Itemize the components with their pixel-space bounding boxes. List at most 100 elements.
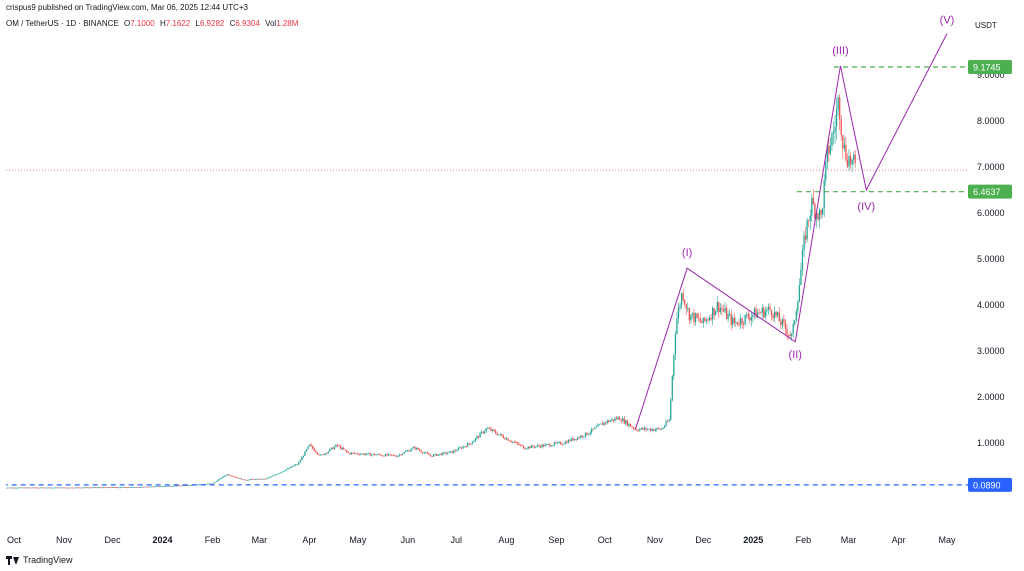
candle-body — [219, 478, 221, 480]
candle-body — [803, 235, 805, 251]
candle-body — [78, 487, 80, 489]
candle-body — [147, 486, 150, 488]
candle-body — [679, 305, 681, 308]
candle-body — [327, 451, 329, 454]
candle-body — [64, 487, 66, 489]
x-tick-label: Dec — [695, 535, 712, 545]
candle-body — [552, 445, 554, 446]
x-tick-label: Mar — [252, 535, 268, 545]
candle-body — [273, 474, 275, 476]
candle-body — [586, 432, 588, 436]
candle-body — [339, 446, 342, 450]
candle-body — [110, 487, 112, 489]
candle-body — [335, 444, 337, 447]
candle-body — [701, 321, 703, 324]
candle-body — [694, 313, 697, 323]
candle-body — [787, 334, 790, 336]
x-tick-label: Feb — [796, 535, 812, 545]
candle-body — [378, 454, 381, 455]
candle-body — [457, 447, 460, 451]
candle-body — [285, 469, 288, 471]
candle-body — [426, 452, 429, 454]
candle-body — [71, 487, 74, 489]
candle-body — [2, 488, 3, 489]
candle-body — [752, 314, 754, 318]
wave-label: (V) — [940, 15, 955, 27]
candle-body — [343, 447, 345, 450]
candle-body — [826, 145, 828, 163]
candle-body — [643, 427, 646, 430]
candle-body — [845, 144, 847, 160]
candle-body — [507, 438, 509, 441]
candle-body — [549, 444, 551, 447]
candle-body — [690, 314, 692, 321]
candle-body — [267, 477, 269, 479]
candle-body — [412, 446, 415, 449]
candle-body — [642, 427, 644, 430]
candle-body — [276, 474, 278, 475]
candle-body — [673, 354, 675, 376]
candle-body — [470, 443, 472, 445]
candle-body — [529, 446, 531, 449]
candle-body — [764, 311, 766, 318]
y-tick-label: 3.0000 — [977, 346, 1005, 356]
candle-body — [496, 433, 498, 436]
candle-body — [166, 485, 168, 487]
candle-body — [265, 478, 267, 480]
candle-body — [581, 435, 584, 438]
candle-body — [722, 309, 725, 312]
wave-label: (III) — [832, 45, 849, 57]
candle-body — [558, 442, 560, 443]
elliott-wave-path — [634, 33, 948, 430]
candle-body — [425, 452, 427, 454]
candle-body — [516, 442, 518, 444]
candle-body — [31, 487, 33, 489]
candle-body — [629, 423, 632, 427]
candle-body — [329, 448, 331, 452]
candle-body — [842, 134, 844, 149]
y-tick-label: 6.0000 — [977, 208, 1005, 218]
candle-body — [482, 431, 484, 434]
candle-body — [468, 443, 470, 445]
candle-body — [530, 445, 532, 449]
tradingview-logo-icon — [6, 555, 20, 565]
candle-body — [688, 308, 691, 321]
candle-body — [264, 478, 266, 480]
candle-body — [217, 479, 219, 482]
x-tick-label: Feb — [205, 535, 221, 545]
candle-body — [691, 312, 694, 315]
candle-body — [594, 427, 596, 429]
candle-body — [394, 455, 396, 457]
candle-body — [611, 419, 613, 421]
candle-body — [477, 436, 480, 438]
candle-body — [535, 446, 537, 448]
x-tick-label: Apr — [302, 535, 316, 545]
x-tick-label: Sep — [548, 535, 564, 545]
candle-body — [119, 487, 122, 489]
level-tag-label: 9.1745 — [973, 62, 1001, 72]
candle-body — [445, 452, 447, 454]
candle-body — [42, 487, 44, 489]
x-tick-label: May — [349, 535, 367, 545]
candle-body — [414, 446, 416, 450]
candle-body — [333, 446, 336, 450]
candle-body — [510, 441, 512, 442]
candle-body — [121, 487, 123, 488]
y-tick-label: 4.0000 — [977, 300, 1005, 310]
candle-body — [432, 454, 435, 457]
candle-body — [747, 314, 749, 318]
candle-body — [699, 318, 701, 322]
candle-body — [296, 464, 298, 466]
candle-body — [485, 428, 487, 432]
candle-body — [225, 475, 227, 477]
candle-body — [524, 448, 526, 450]
candle-body — [680, 293, 683, 306]
candle-body — [463, 446, 466, 448]
candle-body — [133, 486, 136, 488]
candle-body — [228, 474, 230, 476]
candle-body — [118, 487, 120, 489]
candle-body — [271, 475, 274, 477]
candle-body — [372, 453, 374, 455]
candle-body — [234, 476, 236, 478]
